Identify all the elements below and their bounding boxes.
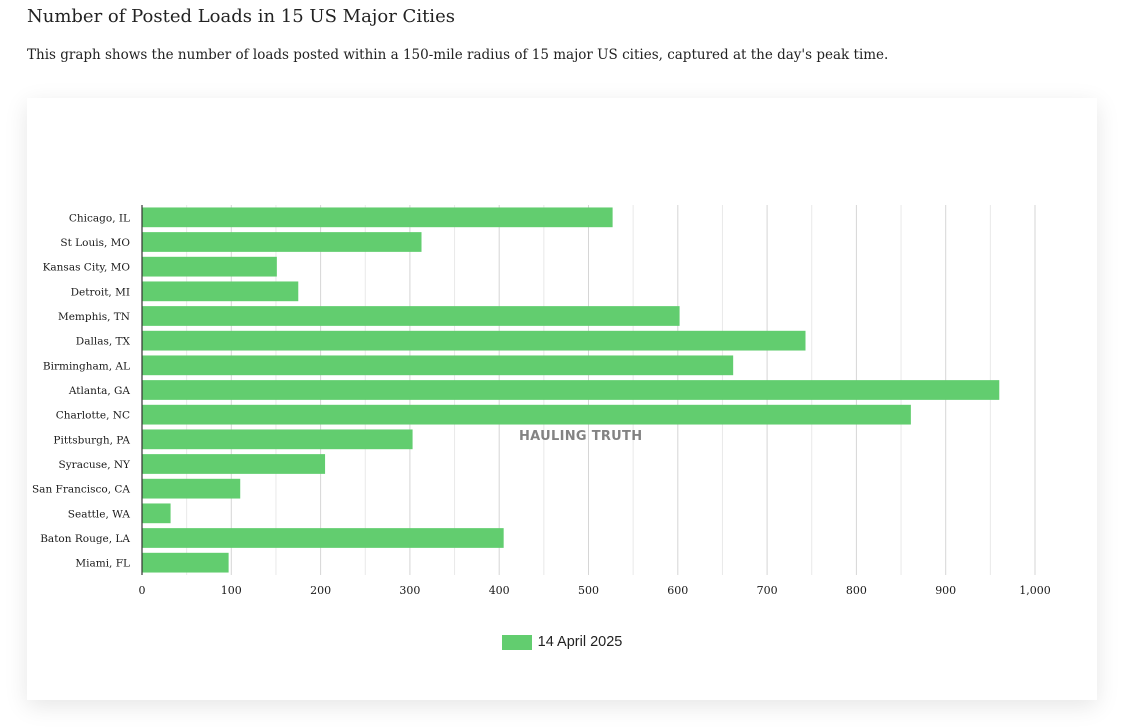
bar[interactable] — [142, 478, 241, 499]
bar[interactable] — [142, 528, 504, 548]
legend-swatch — [501, 634, 532, 650]
y-tick-label: Miami, FL — [75, 558, 130, 570]
x-tick-label: 200 — [310, 584, 331, 597]
page-title: Number of Posted Loads in 15 US Major Ci… — [27, 6, 455, 27]
y-tick-label: Atlanta, GA — [68, 385, 131, 397]
x-tick-label: 1,000 — [1019, 584, 1051, 597]
y-tick-label: Birmingham, AL — [43, 360, 130, 372]
bar[interactable] — [142, 281, 299, 302]
bar[interactable] — [142, 503, 171, 524]
y-tick-label: St Louis, MO — [60, 237, 130, 249]
y-tick-label: Kansas City, MO — [43, 262, 131, 274]
legend-label: 14 April 2025 — [537, 634, 623, 650]
bar[interactable] — [142, 306, 680, 326]
y-tick-label: Baton Rouge, LA — [40, 533, 130, 545]
bar-chart: 0 100 200 300 400 500 600 700 800 900 1,000 Chicago… — [32, 205, 1051, 597]
x-tick-label: 700 — [757, 584, 778, 597]
chart-card: 0 100 200 300 400 500 600 700 800 900 1,000 Chicago… — [27, 98, 1097, 700]
x-tick-label: 600 — [667, 584, 688, 597]
y-tick-label: Pittsburgh, PA — [53, 434, 130, 446]
y-tick-label: Syracuse, NY — [59, 459, 132, 471]
bar[interactable] — [142, 429, 413, 450]
bar[interactable] — [142, 232, 422, 252]
bar[interactable] — [142, 380, 1000, 400]
bar[interactable] — [142, 404, 911, 425]
y-tick-label: Seattle, WA — [68, 508, 131, 520]
bar[interactable] — [142, 256, 277, 277]
y-tick-label: San Francisco, CA — [32, 484, 130, 496]
y-tick-label: Dallas, TX — [76, 336, 131, 348]
bar[interactable] — [142, 355, 734, 376]
chart-legend[interactable]: 14 April 2025 — [27, 634, 1097, 650]
x-tick-label: 0 — [139, 584, 146, 597]
x-tick-label: 900 — [935, 584, 956, 597]
bar[interactable] — [142, 330, 806, 351]
watermark-logo: HAULING TRUTH — [519, 429, 643, 444]
x-tick-label: 300 — [399, 584, 420, 597]
y-tick-label: Charlotte, NC — [56, 410, 130, 422]
x-tick-label: 100 — [221, 584, 242, 597]
y-tick-label: Memphis, TN — [58, 311, 130, 323]
x-tick-label: 400 — [489, 584, 510, 597]
y-tick-label: Detroit, MI — [71, 286, 130, 298]
page-description: This graph shows the number of loads pos… — [27, 47, 889, 63]
bar[interactable] — [142, 454, 326, 474]
x-tick-label: 800 — [846, 584, 867, 597]
bar[interactable] — [142, 552, 229, 573]
y-tick-label: Chicago, IL — [69, 212, 130, 224]
bar[interactable] — [142, 207, 613, 228]
x-tick-label: 500 — [578, 584, 599, 597]
